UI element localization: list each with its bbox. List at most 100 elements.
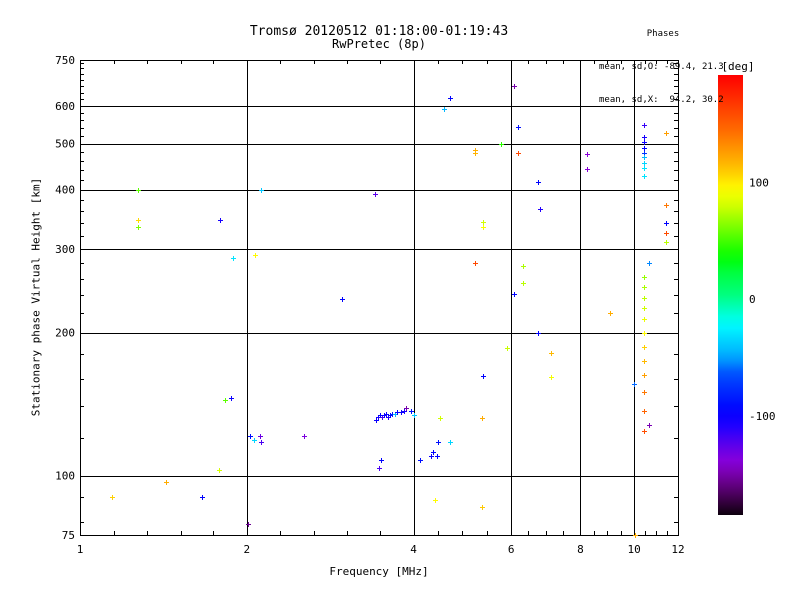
data-point <box>633 533 638 538</box>
data-point <box>642 317 647 322</box>
data-point <box>505 346 510 351</box>
colorbar-unit-label: [deg] <box>721 60 755 73</box>
data-point <box>431 450 436 455</box>
data-point <box>217 468 222 473</box>
data-point <box>248 434 253 439</box>
phases-mean-x: mean, sd,X: 94.2, 30.2 <box>599 95 724 105</box>
data-point <box>642 306 647 311</box>
data-point <box>499 142 504 147</box>
data-point <box>632 382 637 387</box>
x-tick-label: 10 <box>627 543 640 556</box>
data-point <box>481 225 486 230</box>
data-point <box>642 390 647 395</box>
data-point <box>516 151 521 156</box>
data-point <box>435 454 440 459</box>
data-point <box>136 218 141 223</box>
data-point <box>218 218 223 223</box>
x-tick-label: 8 <box>577 543 584 556</box>
data-point <box>642 359 647 364</box>
data-point <box>538 207 543 212</box>
data-point <box>516 125 521 130</box>
data-point <box>647 423 652 428</box>
data-point <box>664 131 669 136</box>
data-point <box>259 188 264 193</box>
data-point <box>536 180 541 185</box>
data-point <box>302 434 307 439</box>
data-point <box>664 231 669 236</box>
data-point <box>246 522 251 527</box>
data-point <box>642 296 647 301</box>
data-point <box>642 345 647 350</box>
plot-border <box>80 60 679 536</box>
data-point <box>229 396 234 401</box>
colorbar-tick-label: -100 <box>749 410 776 423</box>
x-tick-label: 6 <box>508 543 515 556</box>
data-point <box>642 373 647 378</box>
data-point <box>374 418 379 423</box>
colorbar-tick-label: 0 <box>749 293 756 306</box>
data-point <box>480 416 485 421</box>
data-point <box>253 253 258 258</box>
data-point <box>549 351 554 356</box>
data-point <box>521 281 526 286</box>
data-point <box>642 123 647 128</box>
data-point <box>433 498 438 503</box>
x-tick-label: 4 <box>410 543 417 556</box>
y-tick-label: 500 <box>55 138 75 151</box>
data-point <box>642 174 647 179</box>
data-point <box>642 409 647 414</box>
x-tick-label: 2 <box>243 543 250 556</box>
x-axis-label: Frequency [MHz] <box>329 565 429 578</box>
data-point <box>585 152 590 157</box>
data-point <box>536 331 541 336</box>
data-point <box>481 374 486 379</box>
data-point <box>642 275 647 280</box>
data-point <box>664 240 669 245</box>
data-point <box>608 311 613 316</box>
data-point <box>252 438 257 443</box>
data-point <box>448 440 453 445</box>
data-point <box>473 261 478 266</box>
y-tick-label: 100 <box>55 470 75 483</box>
x-tick-label: 1 <box>77 543 84 556</box>
data-point <box>200 495 205 500</box>
data-point <box>642 135 647 140</box>
colorbar-tick-label: 100 <box>749 176 769 189</box>
data-point <box>436 440 441 445</box>
phases-heading: Phases <box>646 29 680 39</box>
data-point <box>473 151 478 156</box>
data-point <box>642 140 647 145</box>
data-point <box>377 466 382 471</box>
data-point <box>664 221 669 226</box>
data-point <box>481 220 486 225</box>
y-axis-label: Stationary phase Virtual Height [km] <box>29 177 43 417</box>
data-point <box>384 412 389 417</box>
data-point <box>136 188 141 193</box>
data-point <box>642 155 647 160</box>
data-point <box>373 192 378 197</box>
data-point <box>642 166 647 171</box>
data-point <box>402 409 407 414</box>
data-point <box>438 416 443 421</box>
data-point <box>399 410 404 415</box>
data-point <box>258 434 263 439</box>
data-point <box>521 264 526 269</box>
data-point <box>642 429 647 434</box>
y-tick-label: 200 <box>55 327 75 340</box>
y-tick-label: 300 <box>55 243 75 256</box>
data-point <box>136 225 141 230</box>
y-tick-label: 750 <box>55 54 75 67</box>
data-point <box>585 167 590 172</box>
data-point <box>418 458 423 463</box>
plot-title: Tromsø 20120512 01:18:00-01:19:43 <box>249 24 509 39</box>
data-point <box>448 96 453 101</box>
data-point <box>480 505 485 510</box>
data-point <box>164 480 169 485</box>
data-point <box>404 406 409 411</box>
data-point <box>642 146 647 151</box>
data-point <box>412 413 417 418</box>
data-point <box>110 495 115 500</box>
data-point <box>642 331 647 336</box>
